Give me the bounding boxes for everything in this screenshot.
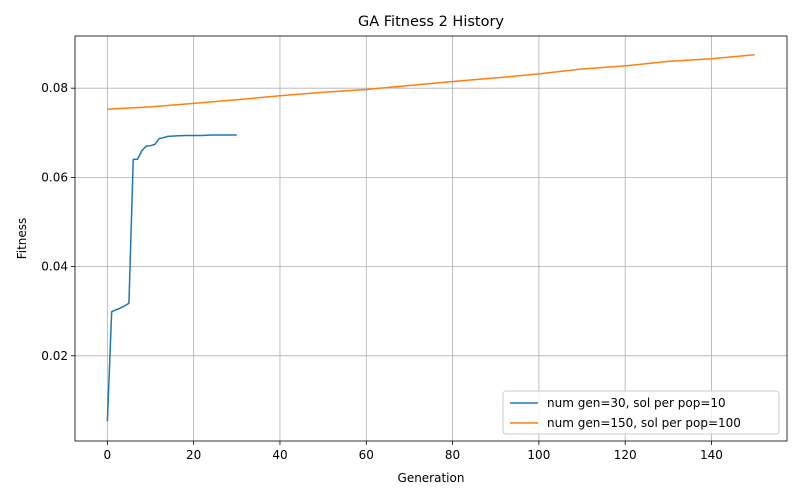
y-axis-label: Fitness: [15, 218, 29, 260]
y-tick-label: 0.02: [41, 349, 68, 363]
series-line-1: [106, 134, 237, 422]
series-line-2: [107, 53, 755, 110]
x-tick-label: 40: [272, 448, 287, 462]
legend-label-series-2: num gen=150, sol per pop=100: [547, 416, 741, 430]
x-tick-label: 80: [445, 448, 460, 462]
y-tick-label: 0.06: [41, 170, 68, 184]
x-tick-label: 140: [700, 448, 723, 462]
legend-label-series-1: num gen=30, sol per pop=10: [547, 396, 726, 410]
legend-box: [502, 390, 780, 435]
legend: num gen=30, sol per pop=10 num gen=150, …: [502, 390, 780, 435]
x-axis-label: Generation: [398, 471, 465, 485]
x-tick-label: 20: [186, 448, 201, 462]
chart-title: GA Fitness 2 History: [358, 14, 504, 30]
x-tick-label: 100: [527, 448, 550, 462]
x-tick-label: 60: [359, 448, 374, 462]
ticks: 0 20 40 60 80 100 120 140 0.02 0.04 0.06 0.08: [41, 81, 723, 462]
y-tick-label: 0.08: [41, 81, 68, 95]
x-tick-label: 0: [104, 448, 112, 462]
series-lines: [106, 53, 755, 422]
x-tick-label: 120: [614, 448, 637, 462]
y-tick-label: 0.04: [41, 260, 68, 274]
axes-frame: [74, 35, 788, 442]
grid: [75, 36, 787, 441]
